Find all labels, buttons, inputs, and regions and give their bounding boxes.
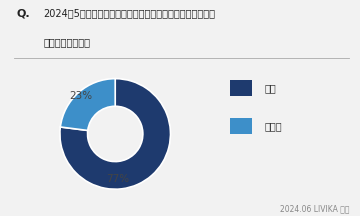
Wedge shape xyxy=(60,79,115,130)
Text: 77%: 77% xyxy=(107,174,130,184)
Wedge shape xyxy=(60,79,171,189)
Text: 2024年5月請求分を最後に、電気代の補助金が終了したこと: 2024年5月請求分を最後に、電気代の補助金が終了したこと xyxy=(43,9,215,19)
Text: Q.: Q. xyxy=(16,9,30,19)
Text: 23%: 23% xyxy=(69,91,93,101)
Text: 2024.06 LIVIKA 調査: 2024.06 LIVIKA 調査 xyxy=(280,205,349,214)
Bar xyxy=(230,80,252,96)
Text: はい: はい xyxy=(265,83,276,93)
Text: を知っていますか: を知っていますか xyxy=(43,37,90,47)
Bar xyxy=(230,118,252,134)
Text: いいえ: いいえ xyxy=(265,121,282,131)
